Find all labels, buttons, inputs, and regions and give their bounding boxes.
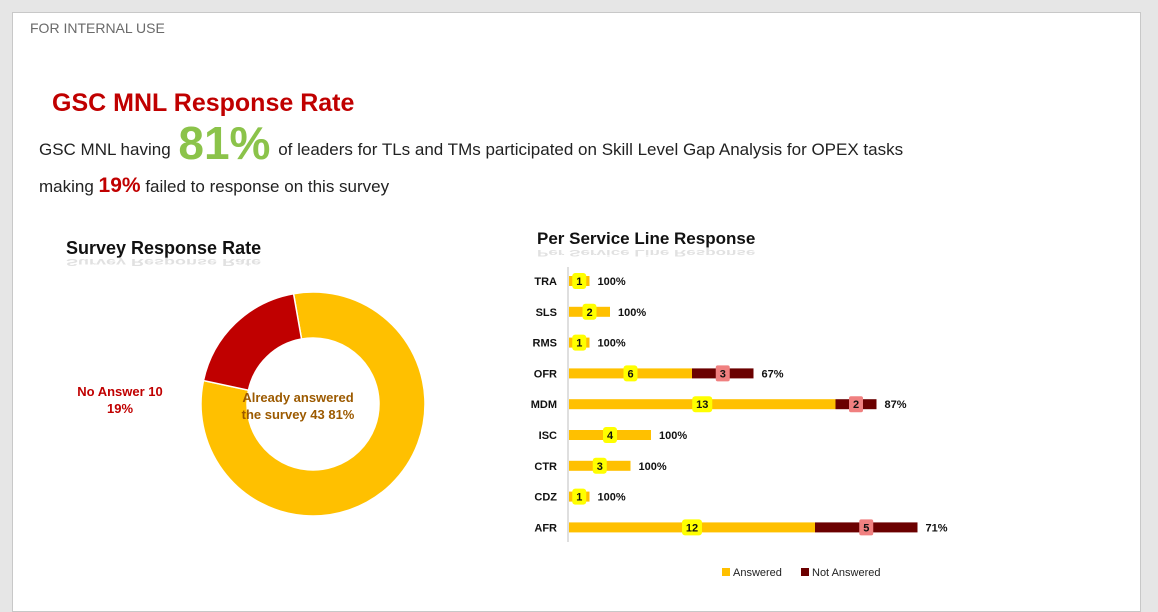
not-answered-count-label: 3 [720, 368, 726, 380]
donut-slice-no-answer [202, 292, 303, 392]
category-label: AFR [534, 522, 557, 534]
summary-line-2-prefix: making [39, 177, 94, 196]
answered-count-badge [623, 365, 638, 382]
answered-count-label: 1 [576, 492, 582, 504]
category-label: RMS [533, 338, 557, 350]
category-label: ISC [539, 430, 557, 442]
not-answered-count-label: 2 [853, 399, 859, 411]
donut-chart-title: Survey Response Rate [66, 238, 262, 258]
percent-label: 71% [926, 522, 948, 534]
answered-count-badge [592, 457, 607, 474]
percent-label: 67% [762, 368, 784, 380]
legend-answered-swatch [722, 568, 730, 576]
summary-line-2: making 19% failed to response on this su… [39, 174, 389, 198]
category-label: CDZ [534, 492, 557, 504]
legend-answered-label: Answered [733, 567, 782, 579]
answered-count-label: 4 [607, 430, 614, 442]
summary-line-2-suffix: failed to response on this survey [145, 177, 390, 196]
percent-label: 100% [659, 430, 687, 442]
bar-chart-title: Per Service Line Response [537, 229, 756, 248]
donut-chart-title-reflection: Survey Response Rate [66, 257, 262, 268]
legend-not-answered-swatch [801, 568, 809, 576]
category-label: TRA [534, 276, 557, 288]
answered-count-label: 1 [576, 276, 582, 288]
failed-rate-percent: 19% [98, 174, 141, 197]
donut-chart [200, 291, 426, 517]
answered-count-badge [603, 427, 617, 443]
answered-count-badge [692, 396, 713, 413]
answered-count-label: 3 [597, 461, 603, 473]
not-answered-count-badge [859, 519, 874, 536]
not-answered-count-badge [715, 365, 730, 382]
answered-count-label: 6 [627, 368, 633, 380]
answered-count-badge [572, 273, 587, 289]
summary-line-1-suffix: of leaders for TLs and TMs participated … [278, 140, 904, 159]
percent-label: 100% [618, 307, 646, 319]
percent-label: 100% [639, 461, 667, 473]
not-answered-count-badge [849, 396, 863, 413]
bar-chart-title-reflection: Per Service Line Response [537, 247, 756, 258]
answered-count-label: 2 [586, 307, 592, 319]
answered-count-label: 13 [696, 399, 708, 411]
percent-label: 100% [598, 276, 626, 288]
category-label: SLS [536, 307, 557, 319]
donut-slice-answered [200, 291, 426, 517]
summary-line-1: GSC MNL having 81% of leaders for TLs an… [39, 113, 903, 173]
service-line-bar-chart: TRA 1 100%SLS 2 100%RMS 1 100%OFR 6 3 67%MDM 13 2 87… [531, 267, 948, 579]
not-answered-count-label: 5 [863, 522, 869, 534]
category-label: CTR [534, 461, 557, 473]
no-answer-label-line1: No Answer 10 [77, 384, 163, 399]
legend-not-answered-label: Not Answered [812, 567, 880, 579]
category-label: OFR [534, 368, 557, 380]
internal-use-label: FOR INTERNAL USE [30, 20, 165, 36]
answered-count-badge [582, 303, 597, 320]
percent-label: 100% [598, 338, 626, 350]
answered-count-badge [572, 334, 587, 351]
percent-label: 87% [885, 399, 907, 411]
answered-count-label: 12 [686, 522, 698, 534]
category-label: MDM [531, 399, 557, 411]
page-title: GSC MNL Response Rate [52, 89, 355, 117]
response-rate-percent: 81% [178, 117, 271, 169]
no-answer-label: No Answer 10 19% [72, 383, 168, 417]
no-answer-label-line2: 19% [106, 401, 134, 416]
summary-line-1-prefix: GSC MNL having [39, 140, 171, 159]
percent-label: 100% [598, 492, 626, 504]
answered-count-label: 1 [576, 338, 582, 350]
answered-count-badge [682, 519, 702, 536]
answered-count-badge [572, 488, 587, 505]
answered-label: Already answered the survey 43 81% [241, 390, 355, 422]
